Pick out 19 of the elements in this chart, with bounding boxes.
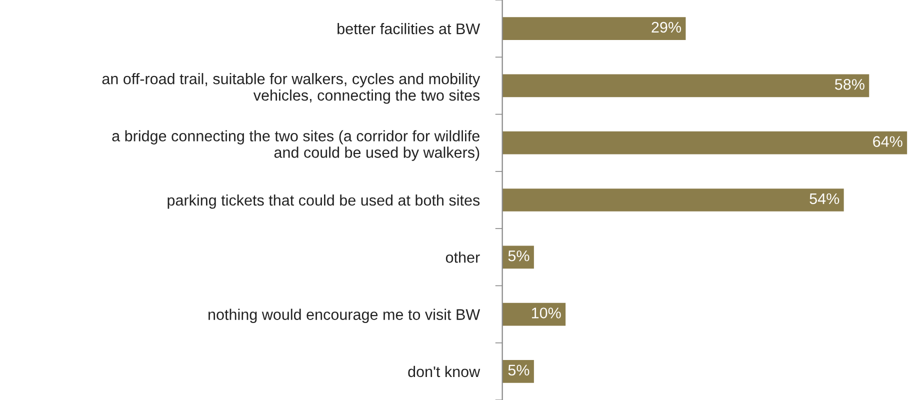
data-label: 58%	[834, 78, 864, 90]
y-tick-label: a bridge connecting the two sites (a corridor for wildlife and could be used by walkers)	[112, 130, 480, 161]
bar	[502, 302, 566, 326]
bar	[502, 188, 844, 212]
data-label: 64%	[873, 136, 902, 147]
y-tick-label: better facilities at BW	[338, 23, 480, 34]
y-tick-label: parking tickets that could be used at both sites	[168, 194, 480, 209]
data-label: 5%	[508, 250, 530, 262]
data-label: 10%	[532, 308, 561, 318]
bar	[502, 131, 908, 154]
y-tick-label: don't know	[408, 366, 480, 378]
y-tick-label: nothing would encourage me to visit BW	[208, 308, 480, 323]
y-tick-label: an off-road trail, suitable for walkers, cycles and mobility vehicles, connecting the two sites	[102, 73, 480, 104]
y-tick-label: other	[446, 252, 480, 263]
data-label: 5%	[508, 364, 530, 376]
data-label: 54%	[810, 193, 840, 204]
data-label: 29%	[652, 22, 682, 33]
bar	[502, 74, 870, 98]
bar	[502, 17, 686, 40]
